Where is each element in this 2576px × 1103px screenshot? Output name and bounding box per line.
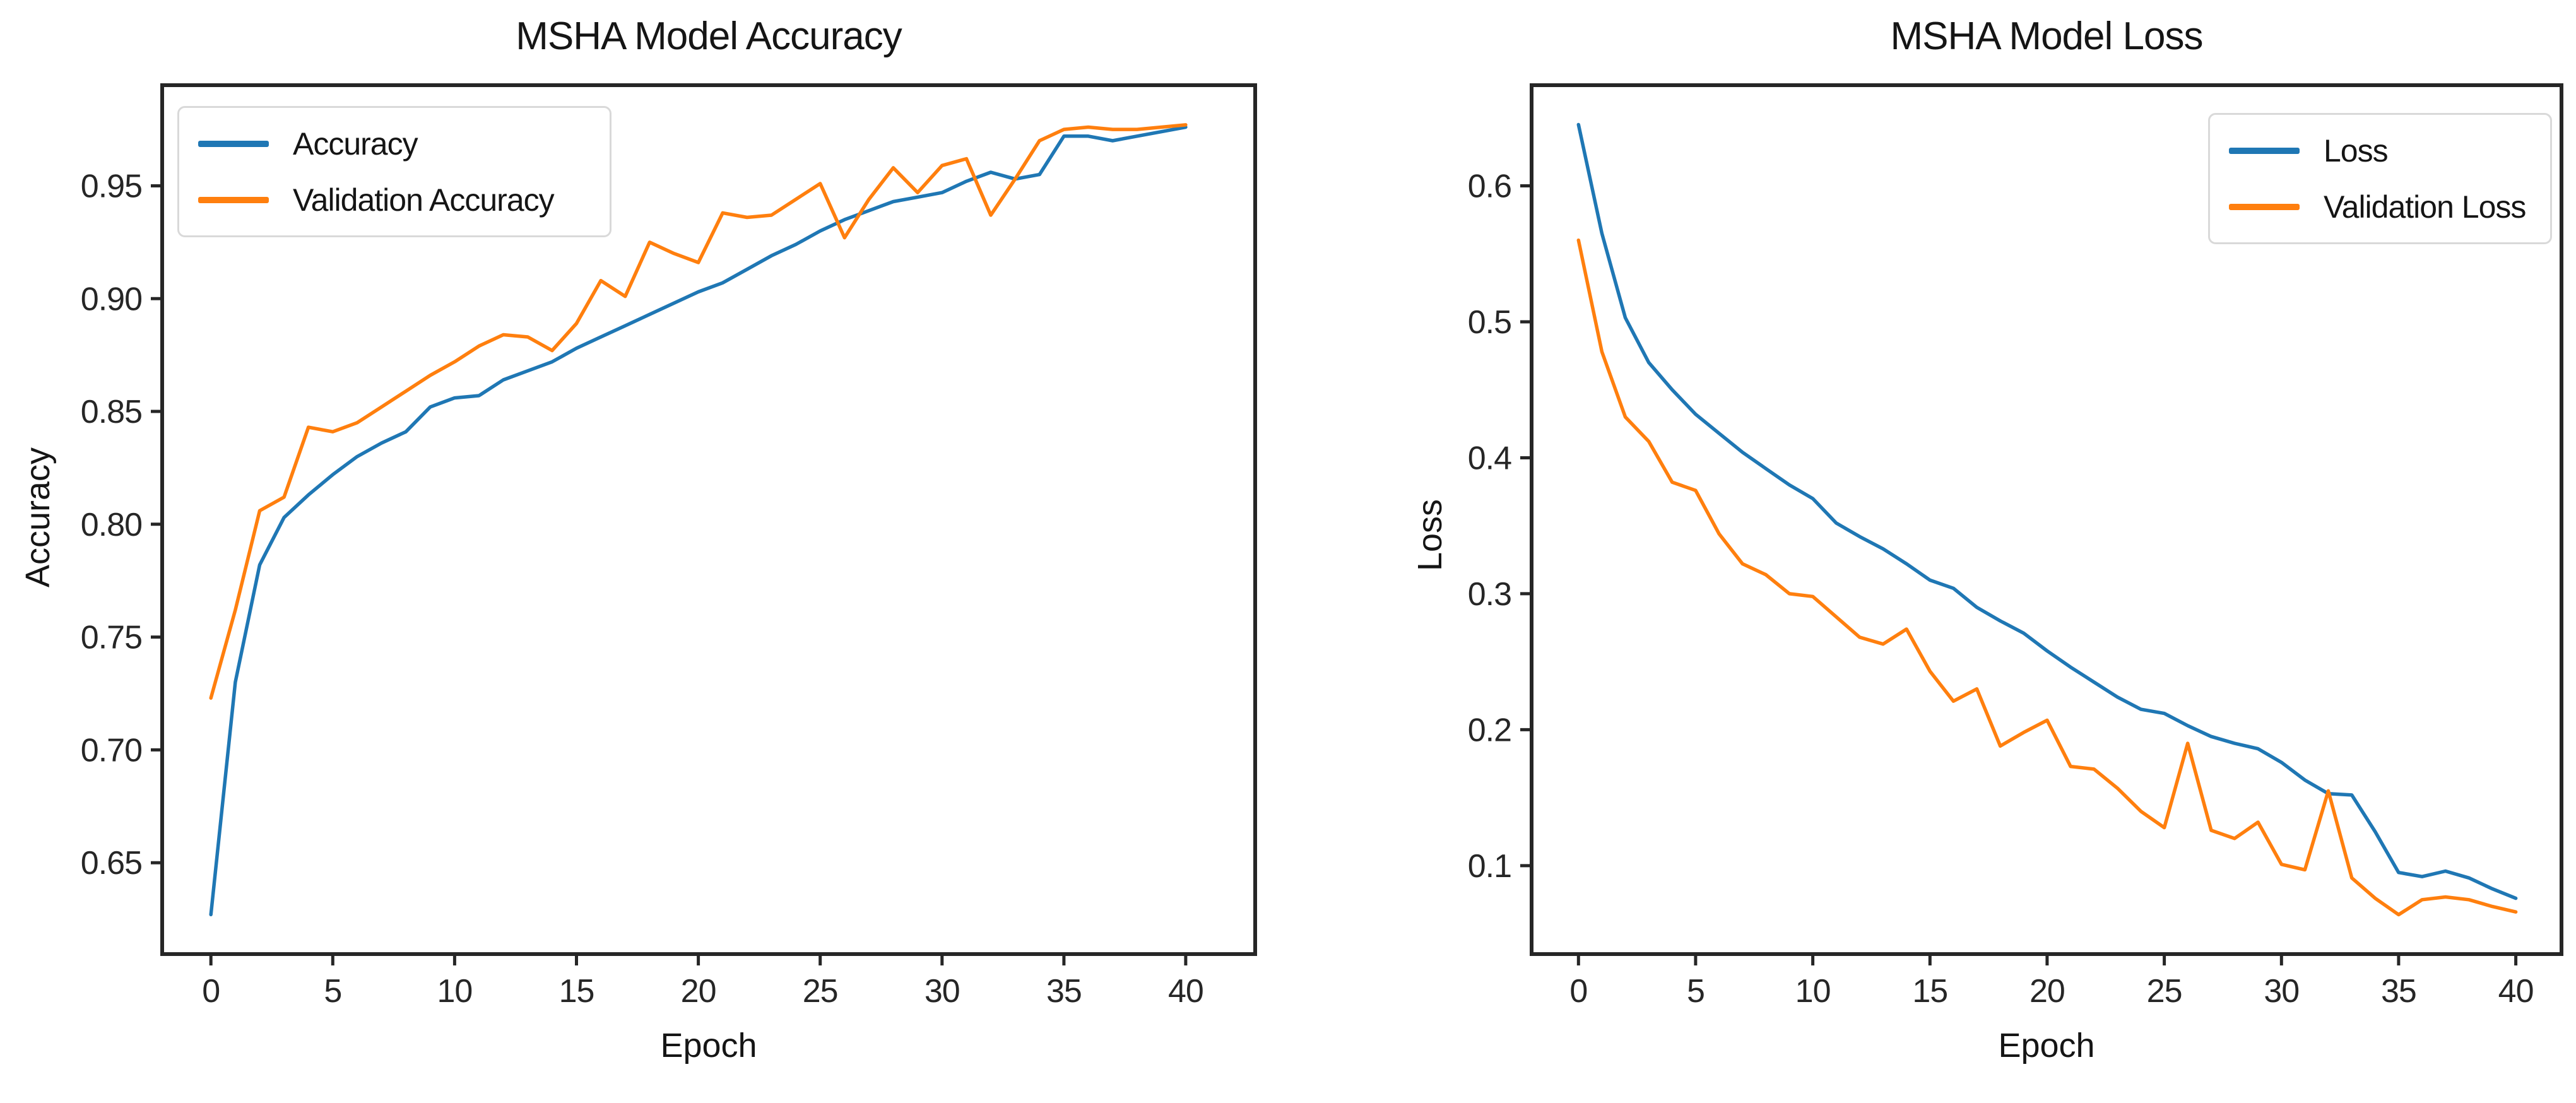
y-tick-label: 0.75 — [81, 620, 142, 656]
x-tick-label: 5 — [1687, 973, 1705, 1010]
legend-entry-validation-loss: Validation Loss — [2229, 189, 2531, 225]
loss-line-swatch — [2229, 147, 2300, 154]
x-tick-label: 30 — [2264, 973, 2299, 1010]
accuracy-legend-label: Accuracy — [293, 126, 418, 162]
accuracy-plot-area: 0 5 10 15 20 25 30 35 40 0.65 0.70 0.75 0.80 0.85 0.90… — [81, 83, 1257, 1010]
x-tick-label: 30 — [925, 973, 960, 1010]
x-tick-label: 40 — [1168, 973, 1203, 1010]
loss-y-axis-label: Loss — [1411, 498, 1449, 572]
y-tick-label: 0.65 — [81, 845, 142, 882]
legend-entry-validation-accuracy: Validation Accuracy — [198, 182, 591, 218]
legend-entry-accuracy: Accuracy — [198, 126, 591, 162]
y-tick-label: 0.6 — [1468, 168, 1511, 205]
x-tick-label: 0 — [202, 973, 220, 1010]
loss-legend-label: Loss — [2324, 133, 2389, 168]
loss-legend: Loss Validation Loss — [2208, 113, 2552, 244]
validation-loss-legend-label: Validation Loss — [2324, 189, 2526, 225]
x-tick-label: 35 — [2381, 973, 2416, 1010]
accuracy-line — [209, 125, 1188, 917]
accuracy-line-swatch — [198, 140, 269, 147]
x-tick-label: 20 — [2029, 973, 2065, 1010]
y-tick-label: 0.2 — [1468, 712, 1511, 748]
x-tick-label: 15 — [1912, 973, 1947, 1010]
validation-accuracy-line-swatch — [198, 196, 269, 203]
x-tick-label: 40 — [2498, 973, 2534, 1010]
y-tick-label: 0.4 — [1468, 440, 1511, 477]
x-tick-label: 10 — [437, 973, 472, 1010]
y-tick-label: 0.85 — [81, 394, 142, 430]
legend-entry-loss: Loss — [2229, 133, 2531, 169]
x-tick-label: 35 — [1046, 973, 1082, 1010]
x-tick-label: 0 — [1569, 973, 1587, 1010]
x-tick-label: 25 — [803, 973, 838, 1010]
x-tick-label: 10 — [1795, 973, 1831, 1010]
y-tick-label: 0.70 — [81, 732, 142, 769]
y-tick-label: 0.80 — [81, 507, 142, 543]
loss-chart-title: MSHA Model Loss — [1890, 15, 2204, 58]
y-tick-label: 0.3 — [1468, 576, 1511, 613]
validation-loss-line-swatch — [2229, 203, 2300, 210]
accuracy-x-axis-label: Epoch — [660, 1027, 757, 1065]
axes-spines — [160, 83, 1257, 956]
x-tick-label: 15 — [559, 973, 594, 1010]
loss-line — [1576, 122, 2518, 900]
loss-x-axis-label: Epoch — [1998, 1027, 2095, 1065]
x-tick-label: 25 — [2147, 973, 2182, 1010]
validation-accuracy-line — [209, 123, 1188, 700]
y-tick-label: 0.5 — [1468, 304, 1511, 341]
y-tick-label: 0.1 — [1468, 848, 1511, 885]
x-tick-label: 20 — [681, 973, 716, 1010]
accuracy-chart-title: MSHA Model Accuracy — [516, 15, 902, 58]
x-tick-label: 5 — [324, 973, 341, 1010]
y-tick-label: 0.95 — [81, 168, 142, 205]
loss-plot-area: 0 5 10 15 20 25 30 35 40 0.1 0.2 0.3 0.4 0.5 0.6 — [1468, 83, 2563, 1010]
accuracy-y-axis-label: Accuracy — [19, 447, 57, 588]
y-tick-label: 0.90 — [81, 281, 142, 317]
validation-loss-line — [1576, 238, 2518, 917]
validation-accuracy-legend-label: Validation Accuracy — [293, 182, 555, 218]
accuracy-legend: Accuracy Validation Accuracy — [177, 106, 612, 237]
